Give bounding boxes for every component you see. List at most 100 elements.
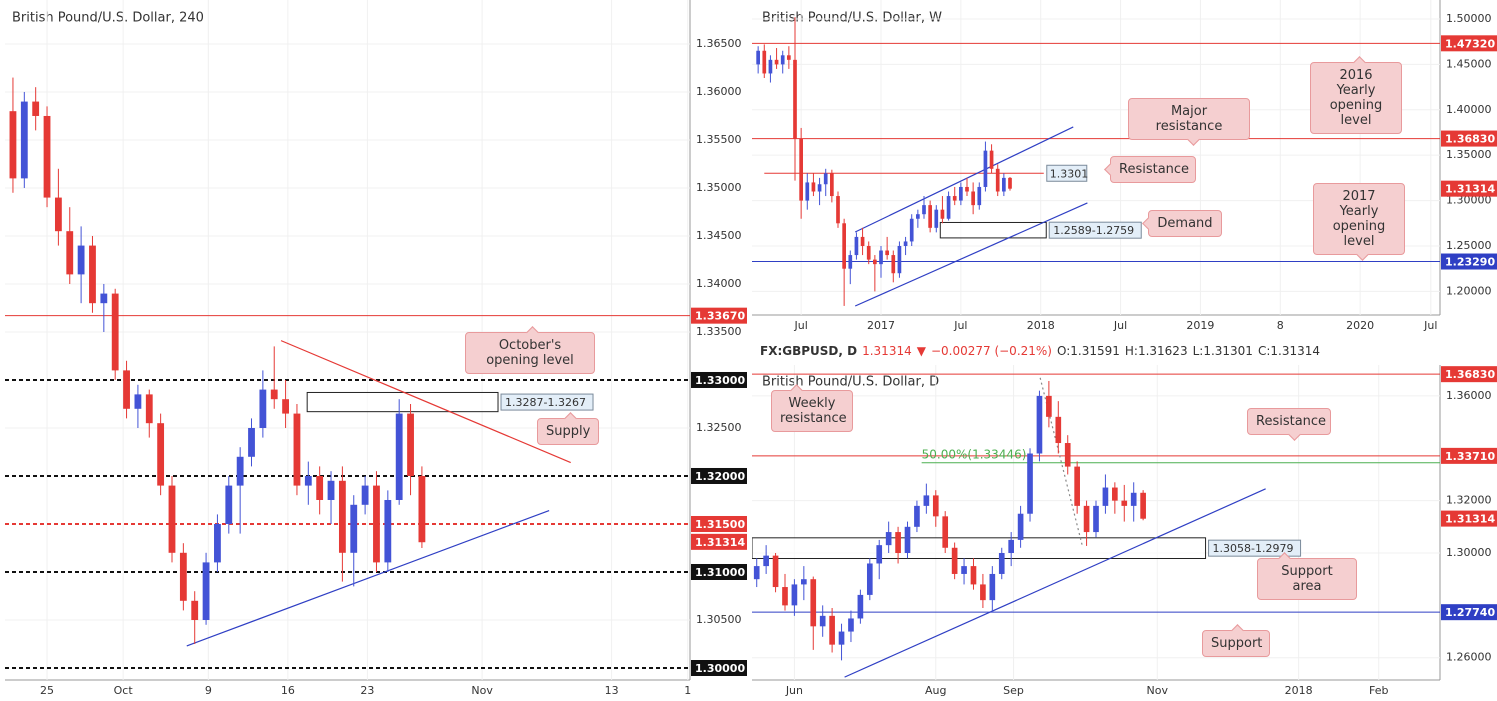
trendline bbox=[280, 340, 571, 464]
candle-body bbox=[214, 523, 221, 563]
candle-body bbox=[842, 223, 846, 269]
change: −0.00277 (−0.21%) bbox=[930, 344, 1052, 358]
y-tick-label: 1.30000 bbox=[1446, 194, 1492, 207]
x-tick-label: Nov bbox=[1147, 684, 1169, 697]
x-tick-label: 2017 bbox=[867, 319, 895, 332]
candle-body bbox=[418, 475, 426, 543]
candle-body bbox=[1036, 395, 1043, 454]
level-label-box bbox=[691, 467, 747, 484]
level-label-box bbox=[1441, 447, 1497, 464]
candle-body bbox=[407, 413, 414, 476]
trendline bbox=[844, 488, 1266, 678]
candle-body bbox=[157, 423, 165, 486]
y-tick-label: 1.34000 bbox=[696, 277, 742, 290]
y-tick-label: 1.36500 bbox=[696, 37, 742, 50]
trendline bbox=[854, 126, 1074, 233]
level-label-box bbox=[691, 371, 747, 388]
plot-area: 1.2589-1.2759 1.3301 bbox=[752, 17, 1440, 307]
candle-body bbox=[43, 115, 51, 198]
candle-body bbox=[817, 184, 822, 192]
candle-body bbox=[857, 594, 864, 619]
chart-title: British Pound/U.S. Dollar, 240 bbox=[12, 11, 204, 26]
candle-body bbox=[32, 101, 40, 116]
level-label: 1.31000 bbox=[695, 566, 745, 579]
candle-body bbox=[811, 182, 816, 192]
candle-body bbox=[977, 186, 982, 206]
candle-body bbox=[952, 196, 957, 201]
x-tick-label: 2020 bbox=[1346, 319, 1374, 332]
zone bbox=[306, 391, 499, 413]
trendline bbox=[854, 202, 1088, 307]
segment-label: 1.3301 bbox=[1050, 167, 1089, 180]
price: 1.31314 bbox=[862, 344, 912, 358]
candle-body bbox=[989, 573, 996, 601]
candle-body bbox=[876, 545, 883, 564]
candle-body bbox=[1008, 177, 1012, 189]
zone-label: 1.3287-1.3267 bbox=[505, 396, 586, 409]
symbol-header: FX:GBPUSD, D 1.31314 ▼ −0.00277 (−0.21%) O:1… bbox=[752, 340, 1497, 362]
candle-body bbox=[1055, 416, 1062, 444]
callout-text: Support bbox=[1211, 636, 1263, 651]
level-label: 1.36830 bbox=[1445, 133, 1495, 146]
y-tick-label: 1.36000 bbox=[1446, 389, 1492, 402]
candle-body bbox=[66, 231, 74, 275]
zone bbox=[939, 221, 1047, 239]
candle-body bbox=[854, 236, 859, 256]
candle-body bbox=[316, 475, 324, 500]
x-tick-label: 2018 bbox=[1027, 319, 1055, 332]
chart-title: British Pound/U.S. Dollar, W bbox=[762, 11, 942, 26]
x-tick-label: Aug bbox=[925, 684, 946, 697]
candle-body bbox=[248, 427, 255, 457]
symbol: FX:GBPUSD, D bbox=[760, 344, 858, 358]
price-label-box bbox=[691, 533, 747, 550]
callout-text: Resistance bbox=[1119, 162, 1190, 177]
candle-body bbox=[983, 150, 988, 187]
callout-text: Major resistance bbox=[1155, 104, 1223, 134]
price-label: 1.31314 bbox=[1445, 183, 1495, 196]
callout-text: Weekly resistance bbox=[780, 396, 847, 426]
candle-body bbox=[1064, 443, 1071, 467]
fib-label: 50.00%(1.33446) bbox=[922, 447, 1027, 461]
y-tick-label: 1.36000 bbox=[696, 85, 742, 98]
candle-body bbox=[959, 186, 963, 201]
x-tick-label: 2019 bbox=[1186, 319, 1214, 332]
candle-body bbox=[895, 532, 901, 554]
x-tick-label: 1 bbox=[684, 684, 691, 697]
candle-body bbox=[922, 205, 926, 215]
plot-area: 1.3058-1.2979 50.00%(1.33446) bbox=[752, 373, 1440, 678]
zone-label-box bbox=[1208, 539, 1302, 557]
candle-body bbox=[168, 485, 176, 553]
level-label: 1.32000 bbox=[695, 470, 745, 483]
level-label: 1.36830 bbox=[1445, 368, 1495, 381]
y-tick-label: 1.33500 bbox=[696, 325, 742, 338]
candle-body bbox=[1083, 505, 1090, 533]
plot-area: 1.3287-1.3267 bbox=[5, 77, 690, 669]
candle-body bbox=[293, 413, 301, 486]
x-tick-label: 13 bbox=[605, 684, 619, 697]
candle-body bbox=[885, 532, 892, 546]
zone bbox=[752, 537, 1207, 560]
level-label-box bbox=[691, 563, 747, 580]
candle-body bbox=[914, 505, 920, 527]
candle-body bbox=[782, 587, 788, 606]
callout: Supply bbox=[537, 412, 599, 445]
candle-body bbox=[100, 293, 108, 304]
candle-body bbox=[995, 168, 1000, 192]
candle-body bbox=[1102, 487, 1109, 506]
arrow: ▼ bbox=[916, 344, 926, 358]
candle-body bbox=[1130, 492, 1137, 506]
candle-body bbox=[965, 186, 969, 192]
candle-body bbox=[940, 209, 945, 219]
candle-body bbox=[923, 495, 930, 506]
zone-label-box bbox=[1048, 221, 1142, 239]
y-tick-label: 1.32000 bbox=[1446, 494, 1492, 507]
candle-body bbox=[903, 241, 908, 246]
level-label: 1.31500 bbox=[695, 518, 745, 531]
level-label-box bbox=[1441, 130, 1497, 147]
ohlc-close: C:1.31314 bbox=[1257, 344, 1320, 358]
zone-label: 1.3058-1.2979 bbox=[1213, 542, 1294, 555]
candle-body bbox=[77, 245, 85, 275]
candle-body bbox=[1112, 487, 1118, 501]
candle-body bbox=[970, 566, 977, 585]
x-tick-label: 16 bbox=[281, 684, 295, 697]
